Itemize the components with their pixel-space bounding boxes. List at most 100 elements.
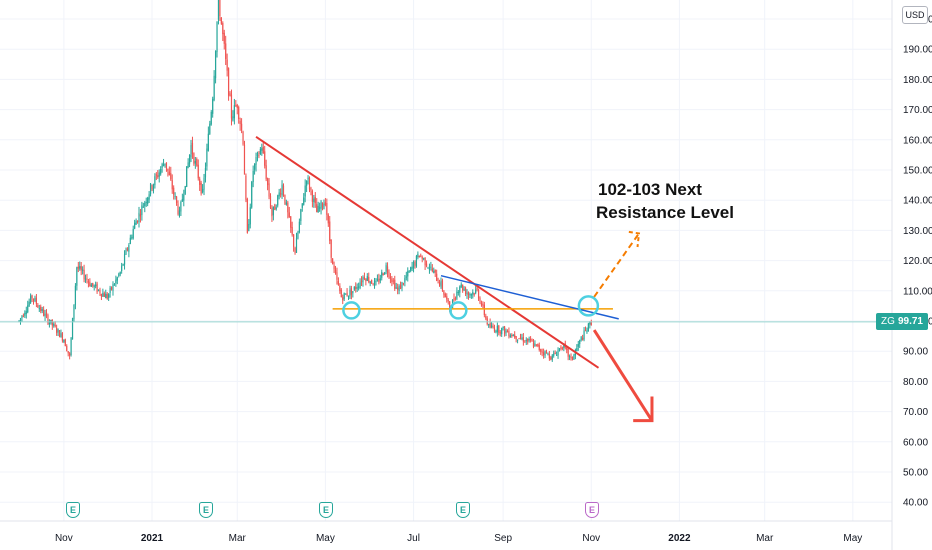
candle-body (392, 280, 394, 282)
candle-body (132, 228, 134, 239)
downtrend-line[interactable] (255, 135, 600, 369)
candle-body (275, 207, 277, 209)
candle-body (121, 265, 123, 271)
candle-body (25, 311, 27, 314)
candle-body (345, 293, 347, 295)
candle-body (110, 286, 113, 290)
candle-body (375, 281, 377, 283)
candle-body (590, 321, 592, 325)
candle-body (551, 355, 553, 360)
candle-body (563, 344, 565, 348)
candle-body (151, 185, 153, 189)
candle-body (71, 318, 74, 340)
candle-body (291, 226, 293, 235)
candle-body (207, 133, 209, 151)
candle-body (444, 293, 446, 298)
candle-body (573, 354, 575, 360)
candle-body (162, 164, 165, 166)
touch-circle-may[interactable] (342, 301, 361, 320)
resistance-trendline[interactable] (440, 274, 619, 320)
candle-body (177, 203, 179, 215)
candle-body (160, 169, 162, 175)
currency-label[interactable]: USD (902, 6, 928, 24)
candle-body (379, 278, 381, 281)
x-tick-label: Mar (756, 533, 774, 544)
candle-body (70, 338, 72, 356)
earnings-marker-upcoming[interactable]: E (585, 502, 599, 518)
candle-body (35, 297, 37, 304)
bearish-arrow-head[interactable] (633, 396, 654, 423)
time-axis[interactable]: Nov 2021 Mar May Jul Sep Nov 2022 Mar May (55, 533, 862, 544)
candle-body (105, 293, 107, 299)
candle-body (314, 197, 316, 204)
breakout-circle[interactable] (577, 295, 600, 317)
candle-body (122, 264, 124, 266)
candle-body (284, 194, 286, 204)
candle-body (401, 282, 403, 289)
candle-body (181, 199, 183, 202)
candle-body (184, 186, 186, 194)
candle-body (394, 279, 396, 289)
candle-body (371, 279, 373, 284)
candle-body (582, 337, 584, 340)
candle-body (97, 289, 100, 291)
earnings-marker-4[interactable]: E (456, 502, 470, 518)
candle-body (173, 187, 175, 195)
candle-body (183, 194, 185, 201)
candle-body (441, 280, 444, 291)
candle-body (251, 182, 253, 208)
candle-body (362, 277, 364, 283)
candle-body (248, 224, 250, 231)
candle-body (272, 206, 274, 216)
drawings (255, 135, 654, 423)
candle-body (164, 163, 166, 165)
candle-body (287, 202, 289, 213)
candle-body (306, 180, 308, 186)
candle-body (77, 266, 79, 269)
candle-body (44, 313, 46, 317)
candle-body (209, 123, 211, 134)
candle-body (463, 289, 465, 291)
candle-body (217, 0, 220, 20)
candle-body (87, 281, 90, 283)
candle-body (386, 266, 389, 273)
bearish-projection-arrow[interactable] (592, 329, 654, 422)
last-price-tag: ZG 99.71 (876, 313, 928, 330)
candle-body (534, 343, 536, 347)
candle-body (22, 315, 24, 317)
candle-body (118, 274, 120, 276)
candle-body (148, 194, 150, 200)
candle-body (496, 325, 498, 333)
candle-body (356, 287, 358, 289)
candle-body (538, 345, 540, 350)
candle-body (93, 285, 95, 287)
candle-body (541, 351, 543, 353)
candle-body (106, 293, 108, 299)
candle-body (402, 283, 405, 285)
candle-body (86, 278, 88, 280)
candle-body (501, 328, 503, 335)
candle-body (157, 175, 159, 178)
bullish-arrow-head[interactable] (628, 230, 641, 248)
candle-body (369, 281, 371, 284)
candle-body (19, 318, 22, 321)
candle-body (476, 288, 478, 290)
candle-body (310, 187, 312, 191)
candle-body (425, 263, 428, 267)
candle-body (342, 297, 344, 301)
candle-body (190, 145, 192, 158)
earnings-marker-3[interactable]: E (319, 502, 333, 518)
earnings-marker-1[interactable]: E (66, 502, 80, 518)
earnings-marker-2[interactable]: E (199, 502, 213, 518)
candle-body (154, 176, 156, 186)
candle-body (235, 105, 237, 107)
touch-circle-aug[interactable] (449, 301, 468, 320)
bullish-projection-arrow[interactable] (593, 232, 640, 298)
candle-body (577, 344, 579, 347)
candle-body (219, 0, 221, 17)
candle-body (346, 292, 348, 296)
candle-body (558, 348, 561, 350)
candle-body (486, 318, 488, 325)
candle-body (508, 330, 510, 337)
